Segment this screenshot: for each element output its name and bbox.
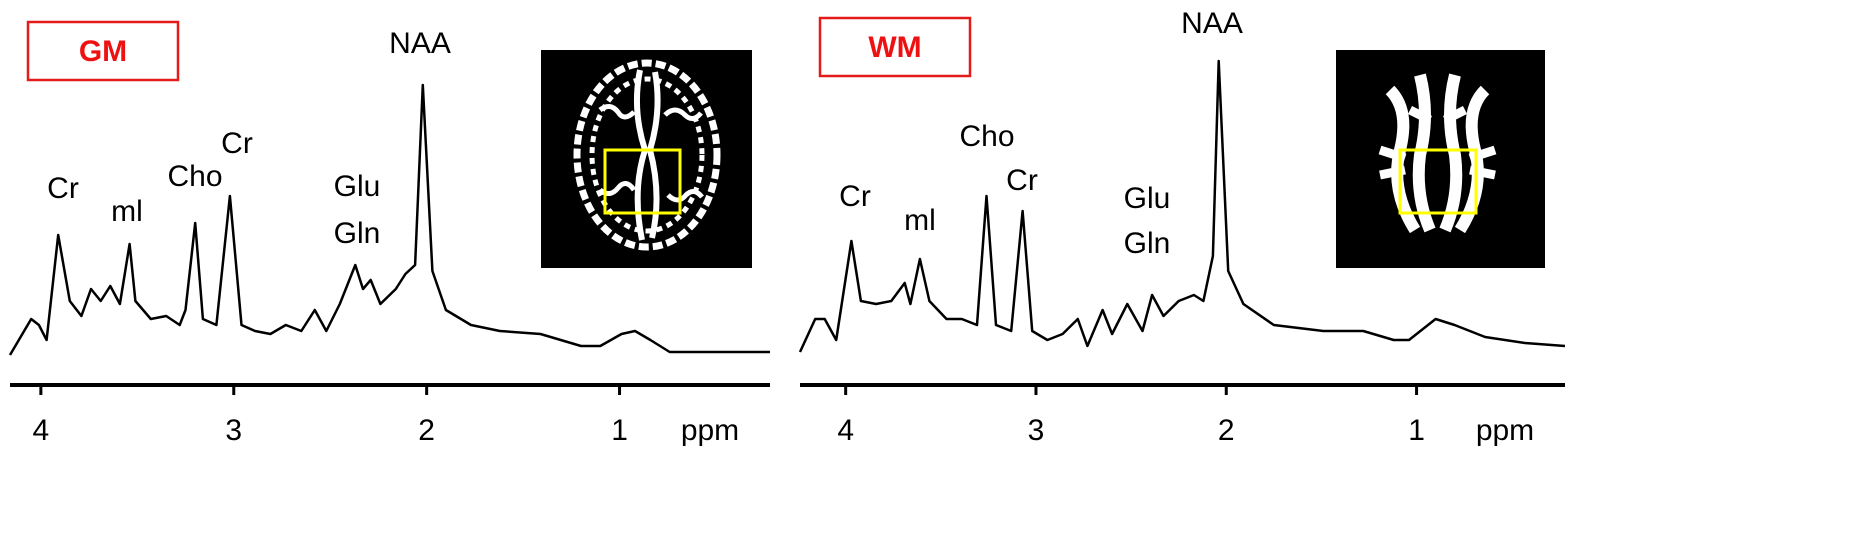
x-tick-label: 2 (418, 414, 435, 447)
peak-label: Cho (167, 160, 222, 193)
x-tick-label: 4 (837, 414, 854, 447)
panel-label: WM (868, 31, 921, 64)
peak-label: Cr (839, 180, 871, 213)
x-axis-label: ppm (1476, 414, 1534, 447)
peak-label: Cr (1006, 164, 1038, 197)
x-tick-label: 2 (1218, 414, 1235, 447)
x-axis-label: ppm (681, 414, 739, 447)
peak-label: Glu (1124, 182, 1171, 215)
wm-inset (1336, 50, 1545, 268)
peak-label: Gln (1124, 227, 1171, 260)
x-tick-label: 3 (225, 414, 242, 447)
label-box (818, 16, 972, 78)
spectrum-line (798, 59, 1566, 353)
peak-label: Gln (334, 217, 381, 250)
peak-label: NAA (1181, 7, 1243, 40)
label-box (26, 20, 180, 82)
peak-label: ml (904, 204, 936, 237)
x-tick-label: 1 (1408, 414, 1425, 447)
peak-label: Cho (959, 120, 1014, 153)
spectrum-line (8, 83, 770, 356)
panel-label: GM (79, 35, 127, 68)
x-tick-label: 1 (611, 414, 628, 447)
x-tick-label: 4 (33, 414, 50, 447)
gm-inset (541, 50, 752, 268)
peak-label: Cr (221, 127, 253, 160)
peak-label: NAA (389, 27, 451, 60)
peak-label: Cr (47, 172, 79, 205)
peak-label: ml (111, 195, 143, 228)
peak-label: Glu (334, 170, 381, 203)
x-tick-label: 3 (1028, 414, 1045, 447)
